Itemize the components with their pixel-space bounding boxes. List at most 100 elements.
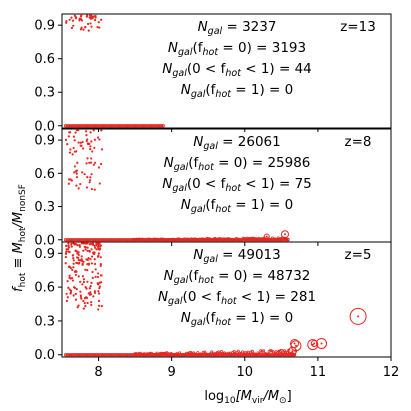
- baseline-point: [94, 124, 98, 128]
- data-point: [96, 282, 99, 285]
- data-point: [98, 304, 101, 307]
- baseline-point: [243, 236, 247, 240]
- data-point: [64, 262, 67, 265]
- ring-marker: [280, 230, 289, 239]
- baseline-point: [131, 124, 135, 128]
- baseline-point: [91, 124, 95, 128]
- data-point: [68, 178, 71, 181]
- baseline-point: [67, 124, 71, 128]
- data-point: [79, 182, 82, 186]
- data-point: [82, 280, 86, 284]
- data-point: [77, 275, 80, 278]
- data-point: [72, 259, 75, 262]
- baseline-point: [248, 352, 252, 356]
- baseline-point: [124, 124, 129, 128]
- data-point: [97, 290, 100, 293]
- data-point: [98, 285, 102, 288]
- baseline-point: [170, 237, 174, 241]
- data-point: [90, 255, 94, 258]
- baseline-point: [189, 237, 193, 241]
- baseline-point: [192, 237, 196, 241]
- baseline-point: [120, 353, 124, 357]
- data-point: [86, 242, 89, 245]
- baseline-point: [266, 352, 270, 356]
- data-point: [100, 281, 103, 284]
- baseline-point: [68, 353, 73, 357]
- data-point: [82, 28, 85, 31]
- data-point: [92, 163, 95, 166]
- data-point: [83, 301, 86, 305]
- y-axis-label: fhot ≡ Mhot/MnonSF: [11, 184, 28, 292]
- data-point: [67, 286, 70, 289]
- baseline-point: [104, 124, 108, 128]
- data-point: [70, 242, 73, 245]
- baseline-point: [164, 351, 168, 355]
- baseline-point: [246, 350, 250, 354]
- baseline-point: [268, 238, 272, 242]
- baseline-point: [212, 237, 216, 241]
- baseline-point: [145, 124, 149, 128]
- data-point: [89, 22, 92, 25]
- baseline-point: [113, 124, 117, 128]
- baseline-point: [271, 350, 275, 354]
- baseline-point: [163, 238, 167, 242]
- y-tick-label: 0.0: [34, 233, 55, 248]
- baseline-point: [84, 238, 89, 242]
- data-point: [82, 299, 85, 303]
- data-point: [71, 19, 75, 22]
- baseline-point: [193, 352, 197, 356]
- ring-marker: [310, 339, 318, 347]
- baseline-point: [76, 353, 81, 357]
- baseline-point: [73, 238, 77, 242]
- baseline-point: [116, 238, 121, 242]
- baseline-point: [252, 237, 256, 241]
- data-point: [86, 22, 90, 26]
- baseline-point: [73, 353, 77, 357]
- baseline-point: [96, 353, 100, 357]
- baseline-point: [108, 124, 113, 128]
- data-point: [82, 242, 85, 245]
- data-point: [100, 129, 103, 132]
- data-point: [73, 14, 76, 17]
- data-point: [80, 255, 83, 258]
- baseline-point: [259, 237, 263, 241]
- annotation-line: Ngal(fhot = 1) = 0: [181, 310, 293, 328]
- data-point: [93, 244, 96, 247]
- baseline-point: [241, 350, 245, 354]
- baseline-point: [142, 124, 146, 128]
- data-point: [69, 277, 72, 280]
- ring-center: [291, 350, 294, 353]
- data-point: [89, 258, 92, 261]
- baseline-point: [64, 124, 68, 128]
- baseline-point: [137, 352, 141, 356]
- annotation-line: Ngal(fhot = 0) = 3193: [168, 40, 306, 58]
- baseline-point: [214, 353, 218, 357]
- data-point: [90, 157, 93, 160]
- data-point: [94, 16, 97, 19]
- baseline-point: [229, 353, 233, 357]
- baseline-point: [78, 353, 82, 357]
- data-point: [67, 250, 70, 253]
- data-point: [65, 299, 69, 303]
- data-point: [77, 304, 80, 307]
- baseline-point: [270, 353, 274, 357]
- baseline-point: [218, 351, 222, 355]
- data-point: [66, 143, 69, 146]
- baseline-point: [115, 353, 119, 357]
- data-point: [80, 259, 84, 263]
- data-point: [72, 257, 75, 260]
- data-point: [82, 307, 85, 310]
- baseline-point: [200, 352, 204, 356]
- baseline-point: [126, 238, 130, 242]
- baseline-point: [97, 124, 101, 128]
- baseline-point: [76, 238, 81, 242]
- data-point: [65, 292, 68, 295]
- baseline-point: [195, 237, 199, 241]
- y-tick-label: 0.6: [34, 167, 55, 182]
- baseline-point: [76, 124, 81, 128]
- panel-frame: [61, 13, 392, 129]
- data-point: [95, 244, 98, 247]
- data-point: [92, 15, 95, 18]
- data-point: [100, 18, 103, 21]
- baseline-point: [258, 237, 262, 241]
